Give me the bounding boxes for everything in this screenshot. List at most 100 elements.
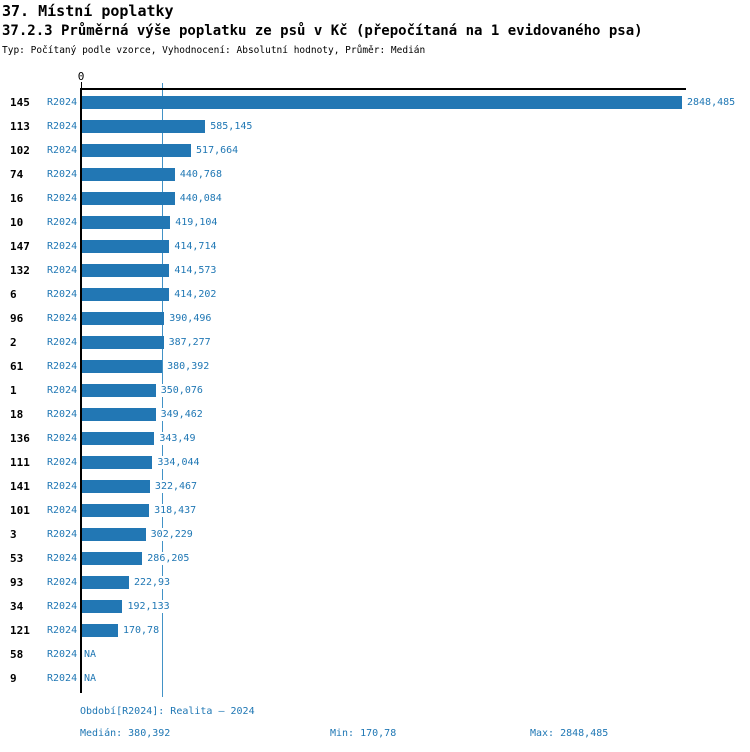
bar-row: 10 R2024 419,104 [0, 215, 750, 229]
value-bar [82, 359, 163, 373]
value-label: 318,437 [151, 503, 200, 517]
row-category-label: 3 [10, 527, 17, 541]
x-axis-zero-label: 0 [77, 70, 85, 83]
row-series-label: R2024 [47, 240, 78, 252]
value-bar [82, 551, 143, 565]
value-bar [82, 167, 175, 181]
x-axis-line [79, 88, 686, 90]
value-label: NA [84, 648, 97, 660]
row-series-label: R2024 [47, 408, 78, 420]
row-category-label: 10 [10, 215, 24, 229]
value-bar [82, 431, 155, 445]
row-series-label: R2024 [47, 216, 78, 228]
row-category-label: 132 [10, 263, 30, 277]
row-category-label: 113 [10, 119, 30, 133]
median-stat: Medián: 380,392 [80, 728, 171, 739]
row-series-label: R2024 [47, 120, 78, 132]
row-category-label: 9 [10, 671, 17, 685]
value-label: 440,768 [176, 167, 225, 181]
row-category-label: 101 [10, 503, 30, 517]
row-category-label: 147 [10, 239, 30, 253]
bar-row: 34 R2024 192,133 [0, 599, 750, 613]
row-series-label: R2024 [47, 528, 78, 540]
value-label: 414,573 [171, 263, 220, 277]
row-series-label: R2024 [47, 336, 78, 348]
row-category-label: 111 [10, 455, 30, 469]
value-label: 350,076 [157, 383, 206, 397]
bar-row: 1 R2024 350,076 [0, 383, 750, 397]
period-label: Období[R2024]: Realita – 2024 [80, 706, 255, 717]
value-bar [82, 383, 156, 397]
row-category-label: 145 [10, 95, 30, 109]
row-category-label: 102 [10, 143, 30, 157]
bar-row: 93 R2024 222,93 [0, 575, 750, 589]
row-series-label: R2024 [47, 360, 78, 372]
bar-row: 101 R2024 318,437 [0, 503, 750, 517]
value-label: 334,044 [154, 455, 203, 469]
bar-row: 3 R2024 302,229 [0, 527, 750, 541]
bar-row: 9 R2024 NA [0, 672, 750, 685]
row-series-label: R2024 [47, 264, 78, 276]
row-series-label: R2024 [47, 432, 78, 444]
row-series-label: R2024 [47, 504, 78, 516]
value-label: 380,392 [164, 359, 213, 373]
row-series-label: R2024 [47, 312, 78, 324]
row-series-label: R2024 [47, 384, 78, 396]
row-series-label: R2024 [47, 624, 78, 636]
row-series-label: R2024 [47, 576, 78, 588]
max-stat: Max: 2848,485 [530, 728, 609, 739]
min-stat: Min: 170,78 [330, 728, 397, 739]
value-label: 2848,485 [684, 95, 739, 109]
value-label: 440,084 [176, 191, 225, 205]
bar-row: 145 R2024 2848,485 [0, 95, 750, 109]
value-label: 322,467 [151, 479, 201, 493]
value-label: 387,277 [165, 335, 214, 349]
row-category-label: 96 [10, 311, 24, 325]
value-bar [82, 575, 129, 589]
bar-row: 18 R2024 349,462 [0, 407, 750, 421]
bar-row: 61 R2024 380,392 [0, 359, 750, 373]
row-category-label: 93 [10, 575, 24, 589]
row-series-label: R2024 [47, 192, 78, 204]
row-series-label: R2024 [47, 600, 78, 612]
row-category-label: 1 [10, 383, 17, 397]
value-bar [82, 599, 123, 613]
bar-row: 74 R2024 440,768 [0, 167, 750, 181]
value-bar [82, 479, 150, 493]
value-label: 349,462 [157, 407, 206, 421]
row-category-label: 74 [10, 167, 24, 181]
bar-row: 141 R2024 322,467 [0, 479, 750, 493]
value-label: 286,205 [144, 551, 193, 565]
row-series-label: R2024 [47, 96, 78, 108]
value-bar [82, 263, 170, 277]
value-bar [82, 503, 150, 517]
bar-row: 113 R2024 585,145 [0, 119, 750, 133]
row-category-label: 18 [10, 407, 24, 421]
value-label: 302,229 [147, 527, 196, 541]
value-bar [82, 191, 175, 205]
value-bar [82, 215, 171, 229]
value-bar [82, 455, 153, 469]
value-bar [82, 95, 682, 109]
bar-row: 136 R2024 343,49 [0, 431, 750, 445]
row-category-label: 121 [10, 623, 30, 637]
row-series-label: R2024 [47, 144, 78, 156]
row-category-label: 136 [10, 431, 30, 445]
value-bar [82, 335, 164, 349]
value-bar [82, 527, 146, 541]
value-bar [82, 407, 156, 421]
value-bar [82, 239, 170, 253]
value-label: 343,49 [156, 431, 199, 445]
value-label: NA [84, 672, 97, 684]
row-category-label: 6 [10, 287, 17, 301]
bar-row: 121 R2024 170,78 [0, 623, 750, 637]
row-category-label: 58 [10, 647, 24, 661]
row-series-label: R2024 [47, 168, 78, 180]
y-axis-line [79, 88, 82, 693]
row-category-label: 16 [10, 191, 24, 205]
bar-row: 102 R2024 517,664 [0, 143, 750, 157]
bar-row: 147 R2024 414,714 [0, 239, 750, 253]
bar-row: 96 R2024 390,496 [0, 311, 750, 325]
bar-row: 53 R2024 286,205 [0, 551, 750, 565]
